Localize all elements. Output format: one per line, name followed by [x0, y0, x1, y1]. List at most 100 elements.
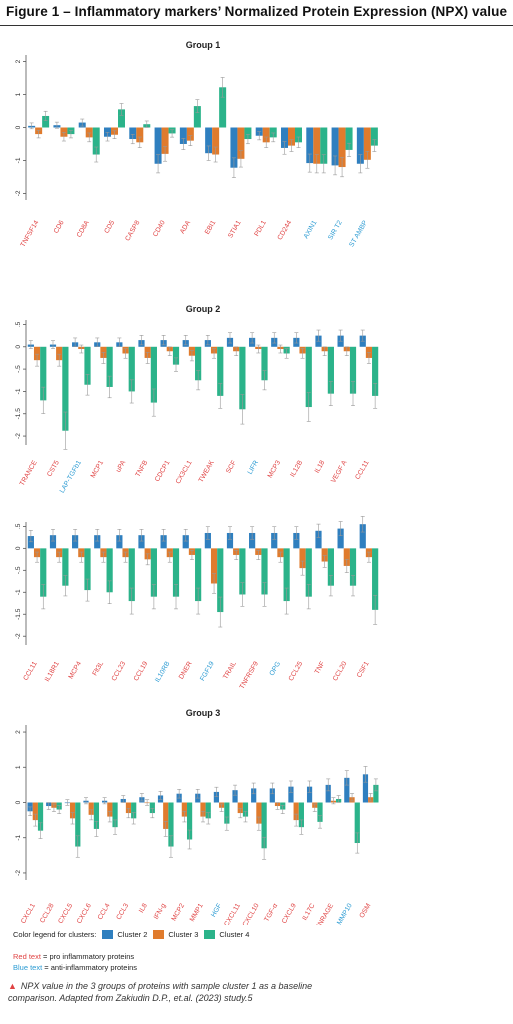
y-tick-label: -2: [15, 190, 22, 196]
y-tick-label: -2: [15, 870, 22, 876]
category-label: CD6: [53, 219, 66, 234]
bar: [217, 548, 224, 613]
bar: [356, 127, 364, 164]
bar: [239, 548, 246, 595]
bar: [213, 791, 220, 803]
category-label: CD40: [152, 219, 167, 238]
blue-text-key: Blue text: [13, 963, 43, 972]
bar: [49, 535, 57, 549]
bar: [237, 127, 245, 159]
bar: [237, 802, 243, 814]
y-tick-label: 1: [15, 765, 22, 769]
bar: [256, 802, 262, 824]
bar: [354, 802, 360, 844]
bar: [161, 127, 169, 154]
category-label: CXCL6: [76, 902, 93, 925]
bar: [182, 535, 189, 549]
category-label: TNFSF14: [20, 219, 41, 248]
category-label: CXCL11: [223, 902, 242, 925]
bar: [136, 127, 144, 143]
y-tick-label: -1: [15, 388, 22, 394]
bar: [107, 802, 113, 817]
bar: [106, 346, 113, 387]
category-label: CST5: [46, 459, 61, 478]
category-label: TWEAK: [198, 459, 216, 484]
bar: [261, 548, 268, 595]
y-tick-label: 0: [15, 345, 22, 349]
bar: [128, 346, 135, 392]
category-label: CCL23: [111, 660, 128, 682]
category-label: ST AMBP: [348, 219, 369, 248]
category-label: IFN-g: [153, 902, 168, 920]
bar: [363, 127, 371, 160]
bar: [219, 87, 227, 128]
anti-inflammatory-note: Blue text = anti-inflammatory proteins: [13, 963, 137, 972]
bar: [131, 802, 137, 819]
category-label: CCL4: [97, 902, 112, 921]
bar: [210, 548, 218, 584]
y-tick-label: -1: [15, 589, 22, 595]
y-tick-label: 0: [15, 800, 22, 804]
bar: [230, 127, 238, 168]
bar: [62, 346, 69, 431]
category-label: TRAIL: [222, 660, 238, 680]
category-label: MCP2: [171, 902, 187, 922]
bar: [40, 548, 47, 597]
category-label: CD244: [277, 219, 294, 241]
bar: [92, 127, 100, 155]
bar: [186, 802, 193, 840]
bar: [239, 346, 246, 410]
category-label: OPG: [269, 661, 283, 678]
charts-canvas: Group 1 -2 -1 0 1 2 TNFSF14 CD6 CD8A CD5 CASP8 CD40…: [15, 40, 379, 925]
pro-inflammatory-note: Red text = pro inflammatory proteins: [13, 952, 134, 961]
warning-triangle-icon: ▲: [8, 981, 17, 991]
bar: [327, 548, 334, 586]
category-label: CSF1: [356, 660, 371, 679]
chart-panel-4: Group 3 -2 -1 0 1 2 CXCL1 CCL28 CXCL5 CXCL6 CCL4 CC…: [15, 708, 379, 925]
chart-panel-3: .5 0 -.5 -1 -1.5 -2 CCL11 IL18R1 MCP4 Flt3L CCL23 C…: [15, 516, 379, 690]
category-label: IL10RB: [154, 660, 172, 684]
category-label: CCL28: [39, 902, 56, 924]
category-label: CASP8: [124, 219, 141, 242]
bar: [116, 535, 123, 549]
bar: [331, 127, 339, 166]
category-label: IL8: [138, 902, 149, 914]
bar: [33, 346, 41, 361]
bar: [281, 127, 288, 148]
bar: [249, 532, 256, 549]
title-rule: [0, 25, 513, 27]
red-text-meaning: = pro inflammatory proteins: [43, 952, 135, 961]
category-label: MCP3: [267, 459, 283, 479]
bar: [84, 346, 91, 385]
category-label: DNER: [178, 660, 194, 680]
category-label: ADA: [179, 219, 192, 235]
category-label: TGF-α: [263, 902, 279, 923]
y-tick-label: -1: [15, 834, 22, 840]
bar: [56, 346, 63, 361]
bar: [269, 788, 275, 803]
bar: [295, 127, 302, 143]
bar: [62, 548, 69, 586]
bar: [93, 802, 100, 829]
legend-item-cluster2: Cluster 2: [96, 930, 147, 939]
y-tick-label: -1.5: [15, 408, 22, 420]
category-label: LIFR: [247, 459, 260, 475]
chart-title: Group 1: [186, 40, 221, 50]
y-tick-label: -.5: [15, 365, 22, 373]
bar: [320, 127, 328, 164]
category-label: CCL11: [22, 660, 38, 682]
y-tick-label: -.5: [15, 566, 22, 574]
category-label: CXCL10: [242, 902, 261, 925]
bar: [242, 802, 249, 817]
bar: [345, 127, 353, 150]
bar: [306, 127, 314, 164]
category-label: CX3CL1: [175, 459, 194, 485]
bar: [27, 536, 34, 549]
bar: [85, 127, 93, 138]
bar: [128, 548, 135, 602]
bar: [325, 784, 331, 803]
y-tick-label: 0: [15, 125, 22, 129]
bar: [370, 127, 378, 146]
legend-item-cluster3: Cluster 3: [147, 930, 198, 939]
y-tick-label: 2: [15, 730, 22, 734]
